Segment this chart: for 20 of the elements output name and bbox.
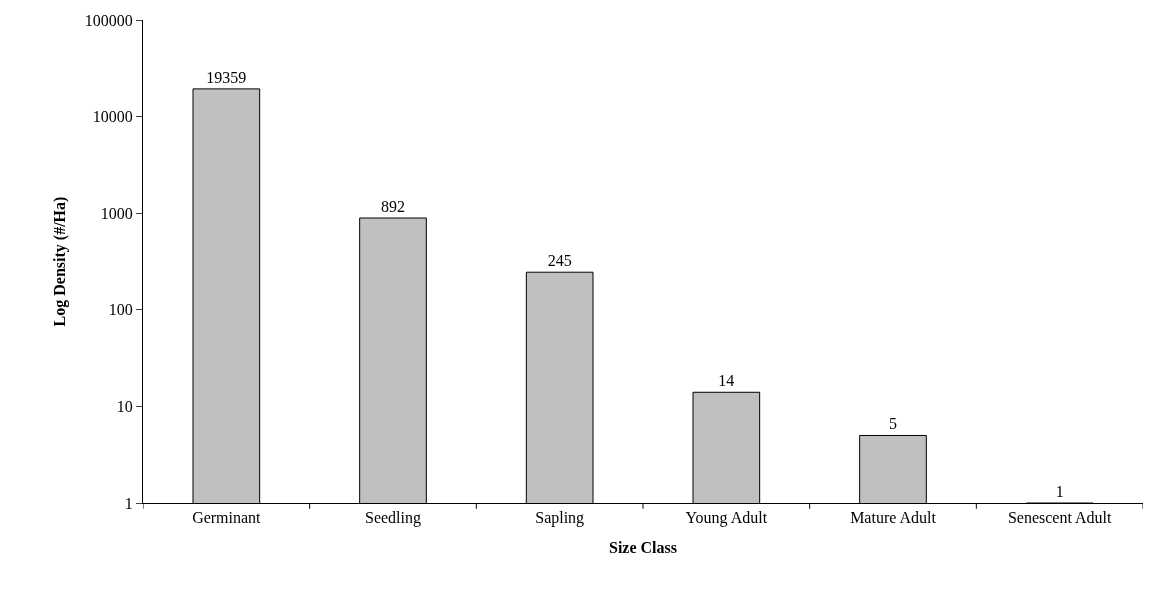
data-label: 892: [381, 197, 405, 215]
data-label: 14: [718, 372, 735, 390]
y-axis-title: Log Density (#/Ha): [50, 196, 69, 327]
data-label: 245: [547, 252, 572, 270]
y-tick-label: 100: [108, 301, 133, 319]
x-tick-label: Mature Adult: [850, 509, 937, 527]
y-tick-label: 1000: [100, 204, 133, 222]
data-label: 5: [889, 415, 897, 433]
y-tick-label: 10: [116, 398, 133, 415]
x-tick-label: Germinant: [192, 509, 262, 527]
x-tick-label: Seedling: [365, 509, 421, 528]
y-tick-label: 10000: [92, 108, 133, 126]
data-label: 1: [1055, 483, 1064, 500]
x-tick-label: Senescent Adult: [1007, 509, 1112, 527]
x-axis-title: Size Class: [609, 538, 677, 556]
y-tick-label: 100000: [84, 11, 133, 29]
x-tick-label: Sapling: [535, 509, 585, 528]
x-tick-label: Young Adult: [685, 509, 768, 528]
data-label: 19359: [206, 68, 247, 86]
y-tick-label: 1: [124, 494, 133, 512]
